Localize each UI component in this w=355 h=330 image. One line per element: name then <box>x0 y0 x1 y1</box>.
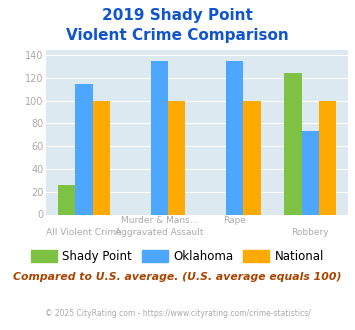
Bar <box>75 83 93 214</box>
Text: Compared to U.S. average. (U.S. average equals 100): Compared to U.S. average. (U.S. average … <box>13 272 342 282</box>
Legend: Shady Point, Oklahoma, National: Shady Point, Oklahoma, National <box>26 245 329 268</box>
Bar <box>58 185 75 214</box>
Bar <box>93 101 110 214</box>
Text: © 2025 CityRating.com - https://www.cityrating.com/crime-statistics/: © 2025 CityRating.com - https://www.city… <box>45 309 310 317</box>
Text: Robbery: Robbery <box>291 228 329 237</box>
Bar <box>168 101 185 214</box>
Text: All Violent Crime: All Violent Crime <box>46 228 122 237</box>
Text: Rape: Rape <box>223 216 246 225</box>
Text: Violent Crime Comparison: Violent Crime Comparison <box>66 28 289 43</box>
Bar <box>151 61 168 214</box>
Bar <box>301 131 319 214</box>
Bar <box>244 101 261 214</box>
Bar <box>319 101 336 214</box>
Text: 2019 Shady Point: 2019 Shady Point <box>102 8 253 23</box>
Text: Murder & Mans...: Murder & Mans... <box>121 216 198 225</box>
Bar <box>284 73 301 214</box>
Bar <box>226 61 244 214</box>
Text: Aggravated Assault: Aggravated Assault <box>115 228 203 237</box>
